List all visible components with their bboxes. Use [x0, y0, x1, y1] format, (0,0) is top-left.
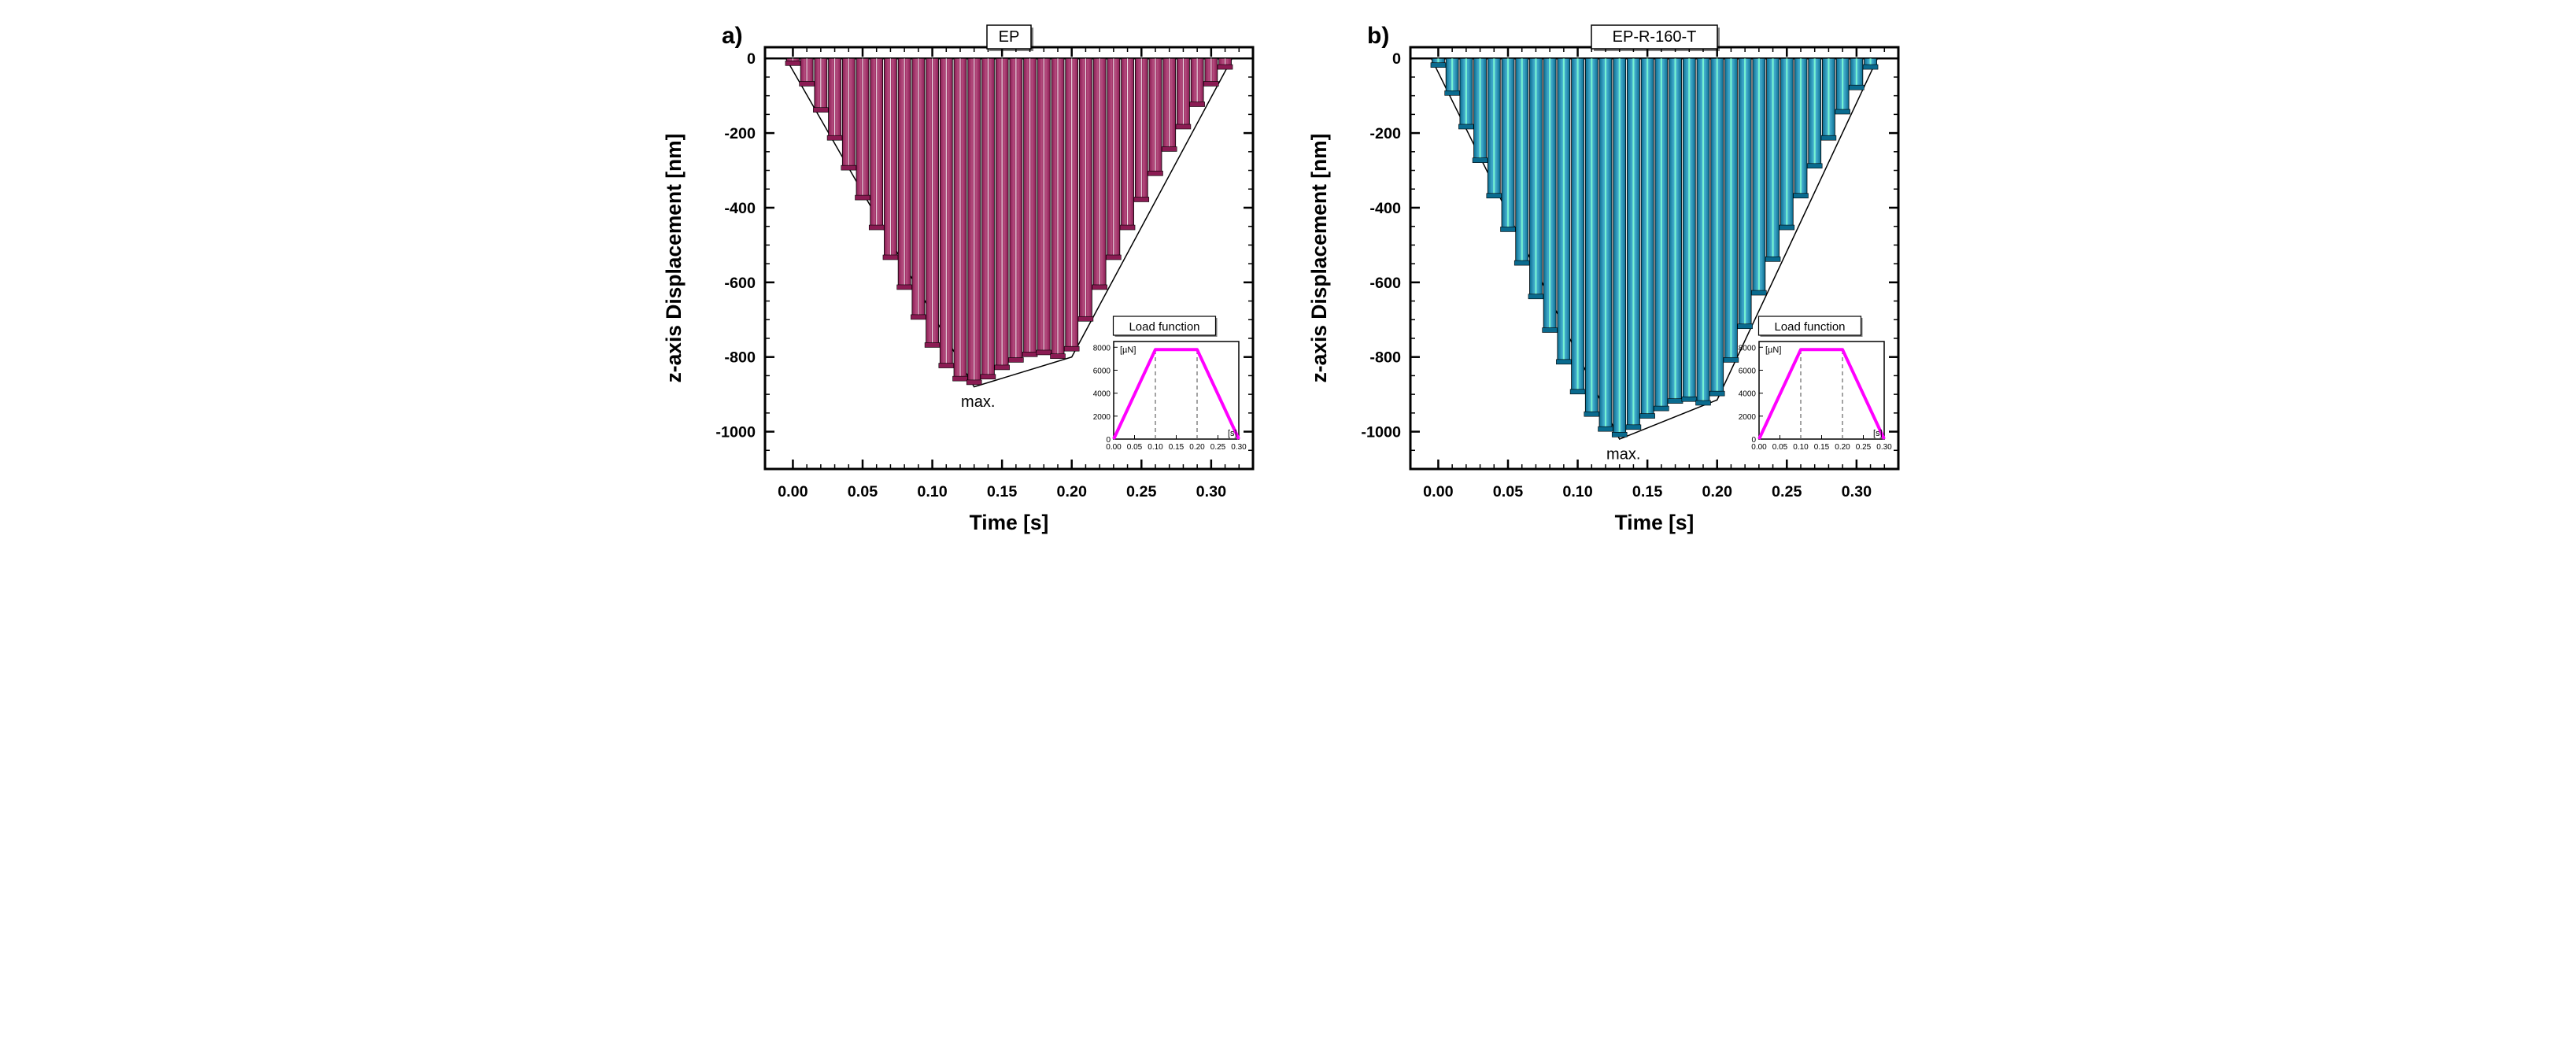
svg-text:0.05: 0.05	[1492, 483, 1523, 500]
svg-text:-200: -200	[1369, 125, 1401, 142]
svg-text:0.30: 0.30	[1841, 483, 1872, 500]
svg-text:0: 0	[1751, 436, 1756, 445]
svg-text:0.05: 0.05	[1126, 443, 1142, 452]
svg-text:Load function: Load function	[1129, 320, 1199, 334]
svg-text:0.30: 0.30	[1231, 443, 1247, 452]
svg-text:0.20: 0.20	[1189, 443, 1205, 452]
svg-text:z-axis Displacement [nm]: z-axis Displacement [nm]	[1307, 134, 1331, 383]
svg-text:0.20: 0.20	[1702, 483, 1732, 500]
svg-text:2000: 2000	[1092, 413, 1111, 422]
svg-text:6000: 6000	[1738, 367, 1756, 375]
svg-text:0.10: 0.10	[1562, 483, 1593, 500]
svg-text:z-axis Displacement [nm]: z-axis Displacement [nm]	[662, 134, 686, 383]
svg-text:Time [s]: Time [s]	[969, 511, 1048, 534]
svg-text:8000: 8000	[1092, 344, 1111, 353]
svg-text:-600: -600	[724, 275, 756, 292]
svg-text:-800: -800	[1369, 349, 1401, 367]
svg-text:-800: -800	[724, 349, 756, 367]
svg-text:0.30: 0.30	[1196, 483, 1226, 500]
svg-text:0: 0	[1391, 50, 1400, 68]
svg-text:0.15: 0.15	[1813, 443, 1829, 452]
svg-text:0.15: 0.15	[1632, 483, 1662, 500]
svg-text:Time [s]: Time [s]	[1614, 511, 1694, 534]
svg-text:-1000: -1000	[1361, 424, 1401, 441]
svg-text:0.25: 0.25	[1772, 483, 1802, 500]
figure: 0.00 0.05 0.10 0.15 0.20 0.25 0.30 0 -200 -400 -60…	[0, 0, 2576, 559]
svg-text:-400: -400	[1369, 200, 1401, 217]
svg-text:-200: -200	[724, 125, 756, 142]
svg-text:[s]: [s]	[1873, 429, 1883, 438]
svg-text:0.20: 0.20	[1056, 483, 1087, 500]
svg-text:0.05: 0.05	[847, 483, 878, 500]
svg-text:0.25: 0.25	[1126, 483, 1157, 500]
svg-text:-600: -600	[1369, 275, 1401, 292]
svg-text:b): b)	[1367, 23, 1389, 49]
svg-text:0: 0	[1106, 436, 1111, 445]
svg-text:0.25: 0.25	[1855, 443, 1871, 452]
svg-text:max.: max.	[1606, 445, 1640, 463]
svg-text:EP: EP	[998, 28, 1019, 46]
svg-text:EP-R-160-T: EP-R-160-T	[1612, 28, 1696, 46]
svg-text:0.05: 0.05	[1772, 443, 1787, 452]
svg-text:0.00: 0.00	[778, 483, 808, 500]
chart-a: 0.00 0.05 0.10 0.15 0.20 0.25 0.30 0 -200 -400 -60…	[659, 16, 1273, 544]
svg-text:0.10: 0.10	[917, 483, 948, 500]
svg-text:-400: -400	[724, 200, 756, 217]
chart-b: 0.00 0.05 0.10 0.15 0.20 0.25 0.30 0 -200 -400 -60…	[1304, 16, 1918, 544]
svg-text:0.10: 0.10	[1148, 443, 1163, 452]
svg-text:[µN]: [µN]	[1765, 345, 1781, 355]
panel-a: 0.00 0.05 0.10 0.15 0.20 0.25 0.30 0 -200 -400 -60…	[659, 16, 1273, 544]
svg-text:0.30: 0.30	[1876, 443, 1892, 452]
panel-b: 0.00 0.05 0.10 0.15 0.20 0.25 0.30 0 -200 -400 -60…	[1304, 16, 1918, 544]
svg-text:max.: max.	[961, 393, 995, 411]
svg-text:0.20: 0.20	[1835, 443, 1850, 452]
svg-text:0.15: 0.15	[986, 483, 1017, 500]
svg-text:8000: 8000	[1738, 344, 1756, 353]
svg-text:4000: 4000	[1092, 390, 1111, 399]
svg-text:0.25: 0.25	[1210, 443, 1225, 452]
svg-text:Load function: Load function	[1774, 320, 1845, 334]
svg-text:2000: 2000	[1738, 413, 1756, 422]
svg-text:a): a)	[722, 23, 743, 49]
svg-text:6000: 6000	[1092, 367, 1111, 375]
svg-text:0.00: 0.00	[1423, 483, 1454, 500]
svg-text:0.15: 0.15	[1168, 443, 1184, 452]
svg-text:-1000: -1000	[715, 424, 756, 441]
svg-text:0: 0	[746, 50, 755, 68]
svg-text:4000: 4000	[1738, 390, 1756, 399]
svg-text:[s]: [s]	[1228, 429, 1237, 438]
svg-text:[µN]: [µN]	[1120, 345, 1136, 355]
svg-text:0.10: 0.10	[1793, 443, 1809, 452]
